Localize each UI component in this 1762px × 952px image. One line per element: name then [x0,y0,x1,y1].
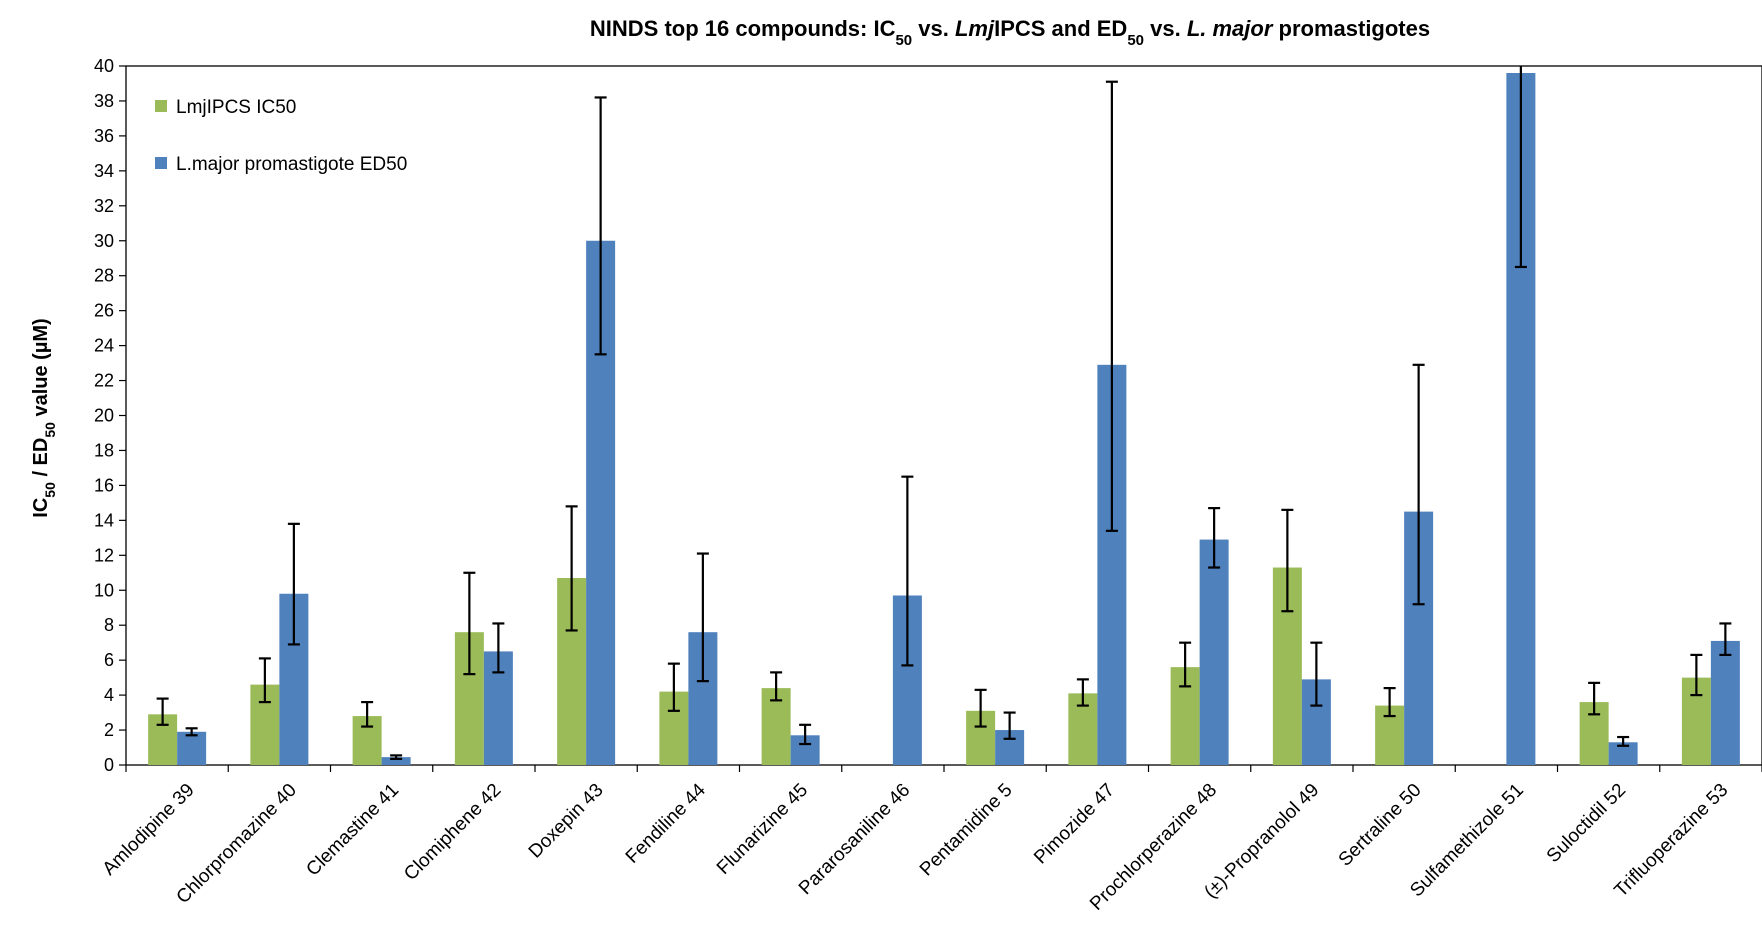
y-tick-label: 6 [104,650,114,670]
error-bar-series-2-3 [390,754,403,760]
error-bar-series-2-9 [1003,711,1016,740]
y-tick-label: 36 [94,126,114,146]
legend-label-1: LmjIPCS IC50 [176,97,296,118]
y-tick-label: 28 [94,266,114,286]
category-label-4: Clomiphene 42 [400,780,505,885]
error-bar-series-2-5 [594,96,607,356]
y-tick-label: 30 [94,231,114,251]
y-tick-label: 14 [94,510,114,530]
error-bar-series-1-13 [1383,687,1396,718]
y-axis-label: IC50 / ED50 value (µM) [30,318,58,517]
legend: LmjIPCS IC50 L.major promastigote ED50 [155,97,407,175]
y-tick-label: 38 [94,91,114,111]
y-tick-label: 22 [94,371,114,391]
bars [148,72,1740,766]
y-tick-label: 12 [94,545,114,565]
category-label-1: Amlodipine 39 [99,780,199,880]
error-bar-series-1-10 [1076,678,1089,707]
category-label-10: Pimozide 47 [1030,780,1119,869]
error-bar-series-2-16 [1719,622,1732,657]
error-bar-series-1-6 [667,662,680,712]
error-bar-series-1-9 [974,688,987,728]
error-bar-series-1-16 [1690,653,1703,697]
y-tick-label: 24 [94,336,114,356]
error-bar-series-1-11 [1179,641,1192,688]
y-tick-label: 2 [104,720,114,740]
error-bar-series-2-10 [1105,80,1118,532]
error-bar-series-1-3 [361,700,374,728]
category-label-14: Sulfamethizole 51 [1406,780,1528,902]
y-tick-label: 40 [94,56,114,76]
error-bar-series-2-13 [1412,363,1425,606]
error-bar-series-1-2 [258,657,271,704]
error-bar-series-1-7 [770,671,783,702]
error-bar-series-2-14 [1514,66,1527,269]
chart-title: NINDS top 16 compounds: IC50 vs. LmjIPCS… [590,16,1430,49]
category-label-3: Clemastine 41 [302,780,403,881]
legend-label-2: L.major promastigote ED50 [176,154,407,175]
bar-series-2-15 [1608,742,1638,765]
error-bar-series-1-1 [156,697,169,726]
y-tick-label: 4 [104,685,114,705]
error-bar-series-1-4 [463,571,476,676]
y-tick-label: 32 [94,196,114,216]
category-label-6: Fendiline 44 [622,779,710,867]
error-bar-series-2-2 [287,522,300,646]
y-tick-label: 20 [94,406,114,426]
error-bar-series-2-8 [901,475,914,667]
category-label-15: Suloctidil 52 [1543,780,1630,867]
category-label-13: Sertraline 50 [1335,780,1426,871]
bar-series-2-16 [1710,640,1740,765]
error-bar-series-2-7 [799,723,812,746]
bar-series-2-1 [177,731,207,765]
y-tick-label: 34 [94,161,114,181]
bar-series-2-3 [381,757,411,765]
category-label-16: Trifluoperazine 53 [1611,780,1733,902]
category-label-8: Pararosaniline 46 [795,780,914,899]
category-label-7: Flunarizine 45 [713,780,812,879]
error-bar-series-2-4 [492,622,505,674]
error-bar-series-1-15 [1588,681,1601,716]
error-bar-series-2-6 [696,552,709,683]
error-bars [156,66,1732,760]
y-tick-label: 16 [94,475,114,495]
category-label-12: (±)-Propranolol 49 [1200,780,1323,903]
y-tick-label: 26 [94,301,114,321]
error-bar-series-1-12 [1281,508,1294,613]
category-label-9: Pentamidine 5 [916,780,1017,881]
y-tick-label: 8 [104,615,114,635]
y-tick-label: 0 [104,755,114,775]
y-tick-label: 10 [94,580,114,600]
error-bar-series-2-12 [1310,641,1323,707]
y-tick-label: 18 [94,440,114,460]
error-bar-series-2-15 [1617,735,1630,747]
error-bar-series-2-11 [1208,507,1221,569]
error-bar-series-1-5 [565,505,578,632]
category-label-5: Doxepin 43 [525,780,608,863]
bar-series-2-11 [1199,539,1229,765]
error-bar-series-2-1 [185,727,198,737]
legend-swatch-1 [155,100,167,112]
legend-swatch-2 [155,157,167,169]
